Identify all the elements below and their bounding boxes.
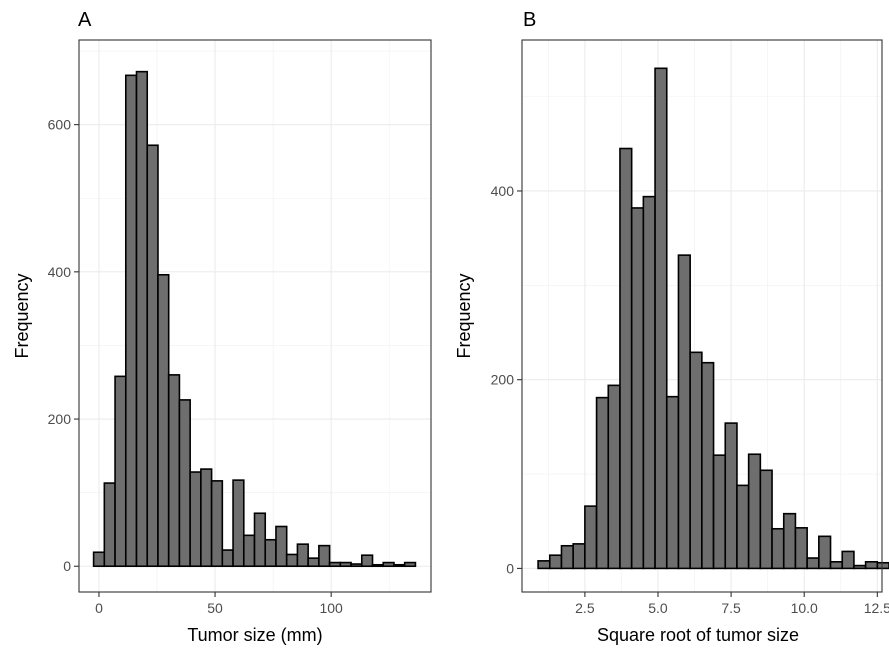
panel-a-histogram-bar xyxy=(350,563,363,568)
panel-b-histogram-bar xyxy=(665,395,680,570)
panel-a-histogram-bar xyxy=(178,399,191,568)
panel-a-y-tick-label: 400 xyxy=(48,264,72,280)
panel-b-y-axis-title: Frequency xyxy=(454,273,474,358)
panel-a-histogram-bar xyxy=(232,479,245,568)
panel-a-histogram-bar xyxy=(221,549,234,568)
panel-a-histogram-bar xyxy=(339,561,352,568)
panel-b-x-tick-label: 5.0 xyxy=(648,600,668,616)
panel-a-histogram-bar xyxy=(167,374,181,568)
panel-b-histogram-bar xyxy=(595,396,610,570)
panel-b-histogram-bar xyxy=(818,535,832,570)
panel-a-x-tick-label: 50 xyxy=(207,600,223,616)
panel-b-y-tick-label: 400 xyxy=(491,183,515,199)
panel-b-histogram-bar xyxy=(689,351,703,570)
panel-b-plot-border xyxy=(521,39,883,593)
panel-b-x-tick-label: 2.5 xyxy=(575,600,595,616)
panel-a-histogram-bar xyxy=(210,480,224,568)
panel-b-histogram-bar xyxy=(677,254,691,570)
panel-b-x-axis-title: Square root of tumor size xyxy=(597,625,799,645)
panel-b-histogram-bar xyxy=(829,561,844,570)
panel-a-histogram-bar xyxy=(200,468,213,568)
panel-b-y-tick-label: 200 xyxy=(491,372,515,388)
panel-a-histogram-bar xyxy=(146,144,159,568)
panel-a-x-tick-label: 0 xyxy=(95,600,103,616)
panel-a-histogram-bar xyxy=(285,553,299,568)
panel-b-x-tick-label: 12.5 xyxy=(864,600,889,616)
panel-b-histogram-bar xyxy=(841,550,855,570)
panel-a-y-axis-title: Frequency xyxy=(12,273,32,358)
panel-a-histogram-bar xyxy=(103,482,116,568)
panel-a-histogram-bar xyxy=(371,563,385,568)
panel-a-histogram-bar xyxy=(403,561,417,568)
panel-a-plot-border xyxy=(78,39,432,593)
panel-b-ticks: 2.5 5.0 7.5 10.0 12.5 0 200 400 xyxy=(491,183,889,616)
panel-b-histogram-bar xyxy=(864,561,879,570)
panel-b-histogram-bar xyxy=(876,561,889,570)
panel-a-tag: A xyxy=(78,9,92,31)
panel-b-tag: B xyxy=(523,9,536,31)
panel-a-histogram-bar xyxy=(114,375,127,568)
panel-a-histogram-bar xyxy=(157,273,170,568)
panel-a-bars xyxy=(92,70,417,568)
panel-b-histogram-bar xyxy=(607,384,621,570)
panel-a-histogram-bar xyxy=(360,554,374,568)
panel-a-x-tick-label: 100 xyxy=(319,600,343,616)
panel-b-histogram-bar xyxy=(747,453,762,570)
panel-b-histogram-bar xyxy=(701,361,715,570)
panel-a-ticks: 0 50 100 0 200 400 600 xyxy=(48,117,343,616)
panel-b-histogram-bar xyxy=(584,505,598,570)
panel-b-histogram-bar xyxy=(782,512,797,570)
panel-b-histogram-bar xyxy=(572,543,586,570)
panel-a-y-tick-label: 600 xyxy=(48,117,72,133)
panel-a-histogram-bar xyxy=(307,557,320,568)
panel-b-histogram-bar xyxy=(548,554,563,570)
panel-a-histogram-bar xyxy=(92,551,106,568)
panel-a-histogram-bar xyxy=(124,74,138,568)
panel-b-histogram-bar xyxy=(724,422,738,570)
panel-a-histogram-bar xyxy=(328,561,342,568)
panel-a-histogram-bar xyxy=(264,538,277,568)
panel-a-x-axis-title: Tumor size (mm) xyxy=(187,625,322,645)
panel-b-histogram-bar xyxy=(806,557,820,570)
panel-b-histogram-bar xyxy=(560,544,574,570)
panel-a-histogram-bar xyxy=(318,544,331,568)
panel-a-histogram-bar xyxy=(275,525,288,568)
panel-a-y-tick-label: 0 xyxy=(63,558,71,574)
panel-a-histogram-bar xyxy=(135,70,149,568)
panel-b-bars xyxy=(537,67,889,570)
panel-b-histogram-bar xyxy=(736,484,750,570)
panel-a: A 0 50 100 0 200 400 600 Tumor size (mm) Frequ… xyxy=(12,9,432,645)
panel-b-histogram-bar xyxy=(759,469,773,570)
panel-b-histogram-bar xyxy=(630,207,645,570)
panel-a-y-tick-label: 200 xyxy=(48,411,72,427)
panel-b-histogram-bar xyxy=(853,564,867,570)
panel-b-histogram-bar xyxy=(642,195,656,570)
panel-a-histogram-bar xyxy=(382,561,395,568)
panel-a-histogram-bar xyxy=(253,512,267,568)
panel-b-x-tick-label: 10.0 xyxy=(791,600,818,616)
panel-b-histogram-bar xyxy=(712,454,727,570)
panel-b-histogram-bar xyxy=(771,527,785,570)
panel-b-histogram-bar xyxy=(619,147,633,570)
panel-b-y-tick-label: 0 xyxy=(506,560,514,576)
panel-a-histogram-bar xyxy=(296,543,309,568)
panel-a-histogram-bar xyxy=(242,534,256,568)
panel-b-histogram-bar xyxy=(794,527,808,570)
panel-b-histogram-bar xyxy=(654,67,668,570)
panel-b-x-tick-label: 7.5 xyxy=(721,600,741,616)
panel-b-histogram-bar xyxy=(537,560,551,570)
panel-a-histogram-bar xyxy=(189,471,202,568)
panel-b: B 2.5 5.0 7.5 10.0 12.5 0 200 400 Square root o… xyxy=(454,9,889,645)
panel-a-histogram-bar xyxy=(393,563,406,568)
